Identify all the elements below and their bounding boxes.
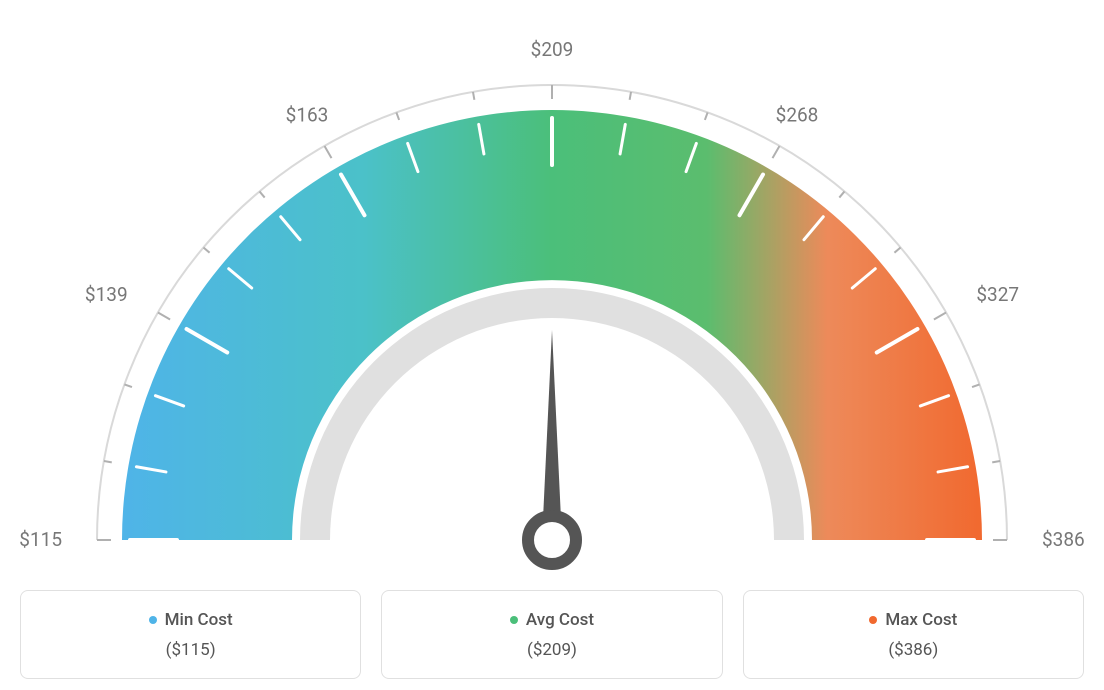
- gauge-tick-label: $115: [20, 528, 62, 551]
- dot-icon: [510, 616, 518, 624]
- legend-max-value: ($386): [764, 640, 1063, 660]
- gauge-tick-label: $268: [776, 104, 819, 127]
- dot-icon: [149, 616, 157, 624]
- gauge-svg: $115 $139 $163 $209 $268 $327 $386: [20, 20, 1084, 580]
- gauge-needle: [542, 330, 562, 540]
- gauge-tick-label: $163: [286, 104, 329, 127]
- legend-card-max: Max Cost ($386): [743, 590, 1084, 679]
- gauge-hub: [528, 516, 576, 564]
- legend-min-label: Min Cost: [165, 610, 233, 630]
- legend-card-avg: Avg Cost ($209): [381, 590, 722, 679]
- legend-card-min: Min Cost ($115): [20, 590, 361, 679]
- legend-max-label: Max Cost: [885, 610, 957, 630]
- gauge-tick-label: $386: [1042, 528, 1084, 551]
- dot-icon: [869, 616, 877, 624]
- gauge-tick-label: $209: [531, 38, 574, 61]
- legend-label-avg: Avg Cost: [510, 610, 594, 630]
- legend-avg-value: ($209): [402, 640, 701, 660]
- legend-label-max: Max Cost: [869, 610, 957, 630]
- gauge-tick-label: $327: [976, 283, 1019, 306]
- legend-label-min: Min Cost: [149, 610, 233, 630]
- legend-min-value: ($115): [41, 640, 340, 660]
- legend-avg-label: Avg Cost: [526, 610, 594, 630]
- gauge-tick-label: $139: [85, 283, 128, 306]
- cost-gauge: $115 $139 $163 $209 $268 $327 $386: [20, 20, 1084, 580]
- legend-row: Min Cost ($115) Avg Cost ($209) Max Cost…: [20, 590, 1084, 679]
